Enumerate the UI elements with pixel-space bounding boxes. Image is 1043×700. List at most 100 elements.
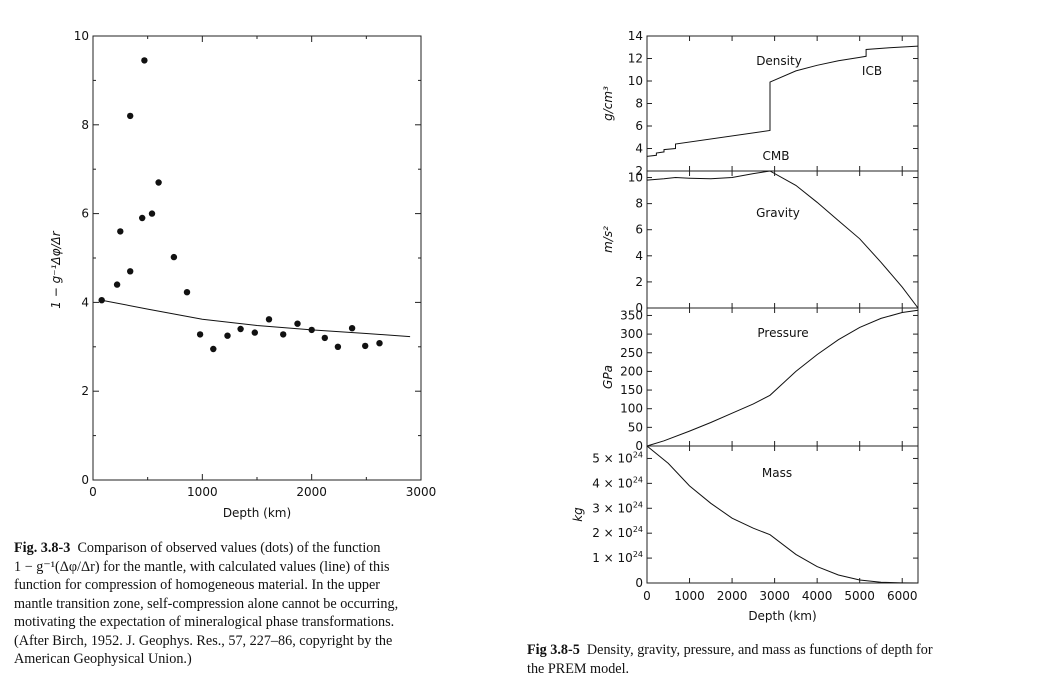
- observed-point: [98, 297, 105, 304]
- y-tick-label: 4 × 1024: [592, 475, 643, 490]
- caption-left-line-0: Comparison of observed values (dots) of …: [77, 540, 381, 556]
- x-tick-label: 2000: [296, 485, 327, 499]
- observed-point: [113, 281, 121, 288]
- prem-panels-plot: 2468101214g/cm³0246810m/s²05010015020025…: [571, 29, 919, 623]
- caption-left-line-6: American Geophysical Union.): [14, 651, 192, 667]
- caption-left-line-3: mantle transition zone, self-compression…: [14, 595, 399, 612]
- observed-point: [148, 210, 156, 217]
- panels-frame: [646, 35, 919, 584]
- y-axis-label: g/cm³: [601, 86, 615, 121]
- y-tick-label: 250: [620, 346, 643, 360]
- y-tick-label: 0: [635, 301, 643, 315]
- y-axis-label: m/s²: [601, 226, 615, 253]
- y-axis-label: 1 − g⁻¹Δφ/Δr: [49, 230, 63, 308]
- y-tick-exponent: 24: [633, 475, 643, 484]
- observed-point: [265, 316, 273, 323]
- observed-point: [127, 268, 134, 275]
- x-tick-label: 5000: [844, 589, 875, 603]
- observed-point: [348, 325, 356, 332]
- y-tick-label: 12: [628, 52, 643, 66]
- y-tick-label: 50: [628, 420, 643, 434]
- observed-point: [127, 112, 134, 120]
- y-tick-label: 10: [74, 29, 89, 43]
- panel-curve: [646, 309, 919, 447]
- observed-point: [251, 329, 258, 336]
- observed-point: [308, 326, 315, 334]
- caption-left-line-2: function for compression of homogeneous …: [14, 577, 381, 593]
- y-axis-label: kg: [571, 507, 585, 522]
- observed-point: [170, 253, 178, 261]
- y-tick-label: 200: [620, 364, 643, 378]
- observed-point: [280, 331, 287, 338]
- observed-point: [237, 325, 244, 333]
- y-tick-label: 10: [628, 171, 643, 185]
- observed-point: [362, 342, 369, 350]
- x-tick-label: 4000: [802, 589, 833, 603]
- y-tick-label: 0: [635, 439, 643, 453]
- y-tick-label: 8: [635, 97, 643, 111]
- x-tick-label: 2000: [717, 589, 748, 603]
- y-tick-label: 8: [635, 197, 643, 211]
- y-tick-exponent: 24: [633, 450, 643, 459]
- observed-point: [196, 331, 204, 338]
- y-tick-label: 6: [635, 223, 643, 237]
- observed-point: [376, 340, 383, 347]
- y-tick-exponent: 24: [633, 525, 643, 534]
- observed-point: [210, 345, 217, 353]
- y-tick-label: 10: [628, 74, 643, 88]
- caption-right-line-1: the PREM model.: [527, 660, 630, 677]
- y-tick-label: 300: [620, 327, 643, 341]
- y-tick-label: 150: [620, 383, 643, 397]
- x-tick-label: 3000: [759, 589, 790, 603]
- y-tick-exponent: 24: [633, 550, 643, 559]
- y-tick-label: 4: [635, 249, 643, 263]
- panel-annotation: Gravity: [756, 206, 800, 220]
- figure-caption-left: Fig. 3.8-3 Comparison of observed values…: [14, 539, 474, 669]
- panel-curve: [646, 45, 919, 157]
- y-tick-label: 0: [81, 473, 89, 487]
- observed-point: [155, 179, 162, 186]
- y-tick-label: 5 × 1024: [592, 450, 643, 465]
- observed-point: [183, 289, 191, 296]
- panel-annotation: Density: [756, 54, 802, 68]
- observed-point: [321, 334, 328, 342]
- y-tick-label: 2 × 1024: [592, 525, 643, 540]
- x-axis-label: Depth (km): [748, 609, 816, 623]
- y-axis-label: GPa: [601, 365, 615, 389]
- caption-left-label: Fig. 3.8-3: [14, 540, 71, 556]
- panel-annotation: Mass: [762, 466, 792, 480]
- y-tick-label: 2: [635, 164, 643, 178]
- observed-point: [141, 57, 148, 64]
- observed-point: [334, 343, 342, 350]
- caption-left-line-5: (After Birch, 1952. J. Geophys. Res., 57…: [14, 632, 393, 649]
- caption-right-label: Fig 3.8-5: [527, 642, 580, 658]
- caption-right-line-0: Density, gravity, pressure, and mass as …: [586, 642, 933, 658]
- x-tick-label: 0: [643, 589, 651, 603]
- figure-caption-right: Fig 3.8-5 Density, gravity, pressure, an…: [527, 641, 1027, 678]
- x-tick-label: 1000: [187, 485, 218, 499]
- observed-point: [139, 214, 146, 222]
- x-axis-label: Depth (km): [223, 506, 291, 520]
- y-tick-label: 8: [81, 118, 89, 132]
- y-tick-label: 100: [620, 402, 643, 416]
- y-tick-label: 6: [81, 207, 89, 221]
- panel-curve: [646, 170, 919, 309]
- birch-scatter-plot: 0 1000 2000 3000 0 2 4 6 8 10 Depth (km) 1 − g⁻¹Δφ/…: [49, 29, 436, 520]
- x-tick-label: 6000: [887, 589, 918, 603]
- x-tick-label: 3000: [406, 485, 437, 499]
- calculated-line: [101, 299, 411, 338]
- plot-frame: [92, 35, 422, 481]
- y-tick-label: 0: [635, 576, 643, 590]
- y-tick-label: 3 × 1024: [592, 500, 643, 515]
- caption-left-line-1: 1 − g⁻¹(Δφ/Δr) for the mantle, with calc…: [14, 558, 390, 575]
- observed-point: [224, 332, 231, 339]
- panel-curve: [646, 445, 919, 584]
- y-tick-label: 14: [628, 29, 643, 43]
- caption-left-line-4: motivating the expectation of mineralogi…: [14, 614, 395, 630]
- observed-point: [117, 228, 124, 235]
- panel-annotation: ICB: [862, 64, 882, 78]
- y-tick-label: 6: [635, 119, 643, 133]
- y-tick-label: 4: [635, 142, 643, 156]
- y-tick-label: 350: [620, 308, 643, 322]
